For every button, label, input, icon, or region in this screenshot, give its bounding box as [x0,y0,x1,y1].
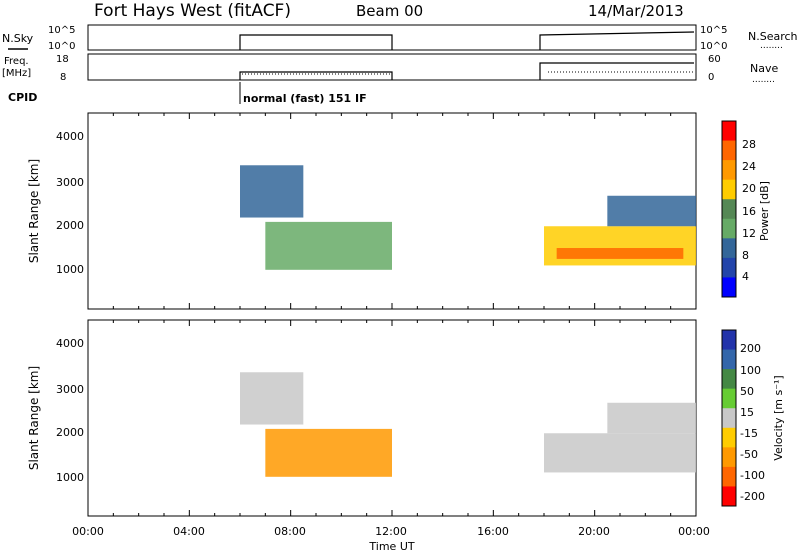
velocity-echo-region-2 [544,433,696,473]
freq-tick-top: 18 [56,54,69,65]
x-axis-label: Time UT [368,540,414,553]
velocity-ytick-3000: 3000 [56,383,84,396]
velocity-colorbar-tick-100: 100 [740,364,761,377]
cpid-label: CPID [8,91,37,104]
velocity-colorbar-segment [722,330,736,351]
cpid-text: normal (fast) 151 IF [243,92,367,105]
power-regions [240,165,696,270]
power-ylabel: Slant Range [km] [27,159,41,263]
freq-unit: [MHz] [2,68,31,79]
velocity-colorbar-tick-m15: -15 [740,427,758,440]
power-colorbar-segment [722,199,736,220]
velocity-colorbar-tick-m200: -200 [740,490,765,503]
power-colorbar-segment [722,277,736,298]
velocity-colorbar-segment [722,427,736,448]
power-colorbar-frame [721,120,737,298]
power-colorbar-segment [722,238,736,259]
velocity-echo-region-3 [607,402,696,434]
power-panel-frame [87,112,697,310]
velocity-colorbar-tick-50: 50 [740,385,754,398]
freq-tick-bottom: 8 [60,72,66,83]
xtick-2000: 20:00 [578,525,610,538]
nave-legend-dots: ........ [752,75,775,85]
site-title: Fort Hays West (fitACF) [94,1,291,21]
xtick-0800: 08:00 [274,525,306,538]
velocity-ytick-1000: 1000 [56,471,84,484]
velocity-colorbar [721,329,737,507]
freq-label: Freq. [4,56,29,67]
power-echo-region-0 [265,221,392,270]
velocity-colorbar-segment [722,369,736,390]
xtick-0400: 04:00 [173,525,205,538]
freq-trace-late [539,62,694,80]
velocity-regions [240,372,696,477]
velocity-ytick-4000: 4000 [56,337,84,350]
velocity-colorbar-frame [721,329,737,507]
xtick-0000: 00:00 [72,525,104,538]
power-colorbar-label: Power [dB] [758,181,771,241]
power-echo-region-2 [544,226,696,266]
velocity-ytick-2000: 2000 [56,426,84,439]
power-colorbar-tick-16: 16 [742,205,756,218]
power-panel: Slant Range [km] 4000 3000 2000 1000 28 … [27,112,771,310]
velocity-echo-region-0 [265,428,392,477]
velocity-colorbar-tick-15: 15 [740,406,754,419]
velocity-colorbar-segment [722,486,736,507]
nsky-label: N.Sky [2,32,34,45]
power-ytick-2000: 2000 [56,219,84,232]
velocity-colorbar-segment [722,388,736,409]
power-colorbar-segment [722,140,736,161]
power-ytick-3000: 3000 [56,176,84,189]
power-colorbar-segment [722,121,736,142]
power-colorbar-segment [722,218,736,239]
beam-label: Beam 00 [356,2,423,20]
power-colorbar-segment [722,257,736,278]
power-colorbar [721,120,737,298]
noise-tick-right-top: 10^5 [700,25,727,36]
noise-tick-right-bottom: 10^0 [700,41,727,52]
velocity-panel-frame [87,319,697,517]
power-colorbar-tick-20: 20 [742,182,756,195]
velocity-echo-region-1 [240,372,304,425]
power-colorbar-tick-4: 4 [742,270,749,283]
power-echo-region-1 [240,165,304,218]
date-label: 14/Mar/2013 [588,2,684,20]
velocity-colorbar-label: Velocity [m s⁻¹] [772,375,785,460]
nsearch-legend-dots: ........ [760,41,783,51]
power-colorbar-tick-8: 8 [742,249,749,262]
noise-tick-left-top: 10^5 [48,25,75,36]
xtick-1600: 16:00 [477,525,509,538]
velocity-colorbar-segment [722,349,736,370]
nave-tick-top: 60 [708,54,721,65]
power-colorbar-tick-12: 12 [742,227,756,240]
power-colorbar-segment [722,160,736,181]
velocity-colorbar-segment [722,408,736,429]
x-axis-ticks [87,113,697,516]
velocity-colorbar-tick-200: 200 [740,342,761,355]
power-colorbar-segment [722,179,736,200]
noise-tick-left-bottom: 10^0 [48,41,75,52]
nsearch-label: N.Search [748,30,798,43]
velocity-colorbar-tick-m100: -100 [740,469,765,482]
power-colorbar-tick-24: 24 [742,160,756,173]
velocity-panel: Slant Range [km] 4000 3000 2000 1000 200… [27,319,785,517]
noise-sky-trace [239,34,393,50]
freq-trace-early [239,71,393,80]
xtick-0000-end: 00:00 [678,525,710,538]
power-ytick-1000: 1000 [56,263,84,276]
nave-tick-bottom: 0 [708,72,714,83]
velocity-colorbar-tick-m50: -50 [740,448,758,461]
power-colorbar-tick-28: 28 [742,138,756,151]
velocity-colorbar-segment [722,447,736,468]
power-echo-region-3 [556,248,684,259]
noise-sky-trace-late [539,31,695,50]
power-ytick-4000: 4000 [56,130,84,143]
velocity-ylabel: Slant Range [km] [27,366,41,470]
nave-label: Nave [750,62,778,75]
xtick-1200: 12:00 [375,525,407,538]
velocity-colorbar-segment [722,466,736,487]
power-echo-region-4 [607,195,696,227]
